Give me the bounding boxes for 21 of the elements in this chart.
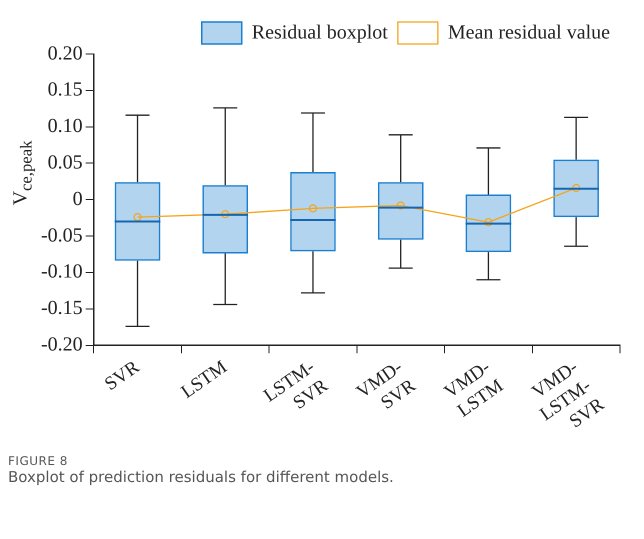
point [484, 218, 493, 226]
legend-label: Residual boxplot [252, 21, 388, 44]
caption: FIGURE 8 [8, 454, 69, 468]
text: Boxplot of prediction residuals for different models. [8, 468, 395, 486]
y-tick-label: -0.05 [40, 224, 83, 246]
x-tick-label: VMD-SVR [352, 356, 420, 414]
y-tick-label: -0.10 [40, 260, 83, 283]
point [308, 204, 318, 212]
y-tick-label: 0.05 [48, 151, 83, 174]
legend-label: Mean residual value [448, 21, 610, 44]
point [133, 213, 142, 222]
y-tick-label: 0.10 [48, 115, 83, 138]
point [572, 184, 580, 192]
y-tick-label: 0.20 [48, 42, 83, 64]
point [221, 210, 230, 218]
x-tick-label: SVR [100, 356, 144, 395]
point [396, 201, 405, 210]
y-tick-label: 0 [72, 188, 83, 210]
y-tick-label: -0.20 [40, 334, 83, 356]
y-tick-label: 0.15 [48, 78, 83, 101]
y-tick-label: -0.15 [40, 297, 83, 320]
